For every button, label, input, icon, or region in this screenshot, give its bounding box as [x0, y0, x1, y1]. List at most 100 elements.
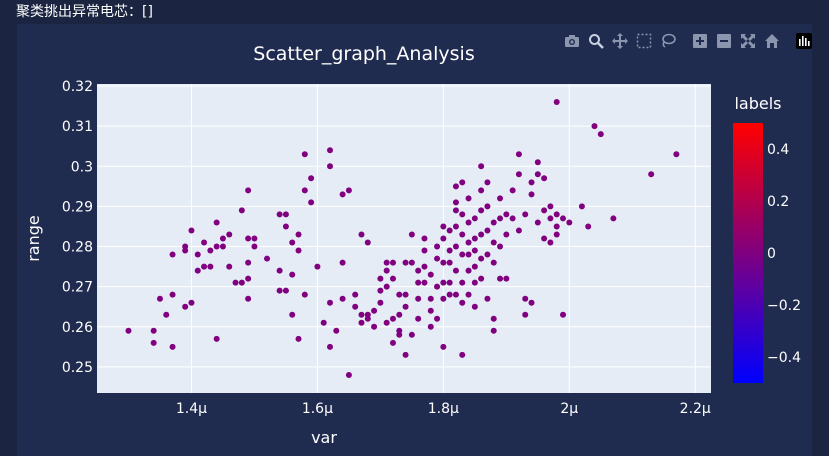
scatter-point [452, 243, 459, 250]
anomaly-cells-header: 聚类挑出异常电芯：[] [16, 4, 153, 20]
scatter-point [465, 267, 472, 274]
scatter-point [289, 239, 296, 246]
zoom-in-icon[interactable] [690, 31, 710, 51]
scatter-point [415, 267, 422, 274]
scatter-point [226, 263, 233, 270]
scatter-point [251, 243, 258, 250]
scatter-point [465, 239, 472, 246]
scatter-point [415, 315, 422, 322]
scatter-point [440, 223, 447, 230]
autoscale-icon[interactable] [738, 31, 758, 51]
y-tick-label: 0.26 [62, 320, 93, 336]
modebar [562, 30, 812, 52]
scatter-point [427, 307, 434, 314]
scatter-point [396, 331, 403, 338]
x-tick-label: 1.4μ [176, 401, 207, 417]
scatter-point [301, 151, 308, 158]
scatter-point [459, 251, 466, 258]
scatter-point [515, 171, 522, 178]
scatter-point [282, 287, 289, 294]
scatter-point [490, 327, 497, 334]
y-tick-label: 0.32 [62, 79, 93, 95]
scatter-point [339, 295, 346, 302]
scatter-point [169, 251, 176, 258]
scatter-point [408, 331, 415, 338]
x-tick-label: 2.2μ [680, 401, 711, 417]
scatter-point [452, 183, 459, 190]
scatter-point [245, 187, 252, 194]
zoom-out-icon[interactable] [714, 31, 734, 51]
scatter-point [541, 175, 548, 182]
scatter-point [408, 259, 415, 266]
lasso-select-icon[interactable] [658, 31, 678, 51]
scatter-point [591, 123, 598, 130]
scatter-point [452, 267, 459, 274]
scatter-point [402, 259, 409, 266]
scatter-point [389, 315, 396, 322]
scatter-point [276, 287, 283, 294]
scatter-point [553, 223, 560, 230]
scatter-point [182, 243, 189, 250]
plotly-logo-icon[interactable] [796, 33, 812, 49]
y-tick-label: 0.28 [62, 240, 93, 256]
scatter-point [585, 223, 592, 230]
scatter-point [471, 247, 478, 254]
scatter-point [295, 231, 302, 238]
scatter-point [232, 279, 239, 286]
scatter-point [459, 351, 466, 358]
scatter-point [194, 251, 201, 258]
scatter-point [497, 215, 504, 222]
scatter-point [484, 251, 491, 258]
scatter-point [377, 299, 384, 306]
scatter-point [497, 275, 504, 282]
scatter-point [459, 231, 466, 238]
colorbar-tick-label: −0.4 [767, 350, 801, 366]
scatter-point [471, 263, 478, 270]
scatter-point [553, 231, 560, 238]
scatter-point [597, 131, 604, 138]
scatter-point [541, 235, 548, 242]
scatter-point [289, 271, 296, 278]
scatter-point [459, 299, 466, 306]
scatter-point [396, 291, 403, 298]
scatter-point [339, 259, 346, 266]
scatter-point [421, 247, 428, 254]
scatter-point [207, 247, 214, 254]
scatter-point [452, 199, 459, 206]
y-tick-label: 0.3 [71, 159, 93, 175]
scatter-point [383, 267, 390, 274]
box-select-icon[interactable] [634, 31, 654, 51]
x-tick-label: 1.6μ [302, 401, 333, 417]
scatter-point [402, 291, 409, 298]
scatter-point [427, 323, 434, 330]
scatter-point [352, 303, 359, 310]
colorbar-title: labels [734, 94, 781, 113]
scatter-point [213, 243, 220, 250]
scatter-point [440, 259, 447, 266]
pan-icon[interactable] [610, 31, 630, 51]
scatter-point [188, 227, 195, 234]
reset-axes-icon[interactable] [762, 31, 782, 51]
scatter-point [264, 255, 271, 262]
scatter-point [421, 279, 428, 286]
scatter-point [213, 335, 220, 342]
scatter-point [547, 239, 554, 246]
scatter-point [169, 291, 176, 298]
scatter-point [219, 235, 226, 242]
scatter-point [383, 319, 390, 326]
scatter-point [169, 343, 176, 350]
scatter-point [427, 295, 434, 302]
scatter-point [452, 291, 459, 298]
y-tick-label: 0.31 [62, 119, 93, 135]
chart-panel: 1.4μ 1.6μ 1.8μ 2μ 2.2μ 0.25 0.26 0.27 0.28 0.29 0.… [17, 24, 812, 456]
scatter-point [156, 295, 163, 302]
scatter-point [553, 211, 560, 218]
colorbar-tick-label: 0 [767, 246, 776, 262]
scatter-point [383, 283, 390, 290]
scatter-point [478, 207, 485, 214]
camera-icon[interactable] [562, 31, 582, 51]
scatter-point [478, 231, 485, 238]
zoom-icon[interactable] [586, 31, 606, 51]
scatter-point [509, 187, 516, 194]
scatter-point [440, 235, 447, 242]
